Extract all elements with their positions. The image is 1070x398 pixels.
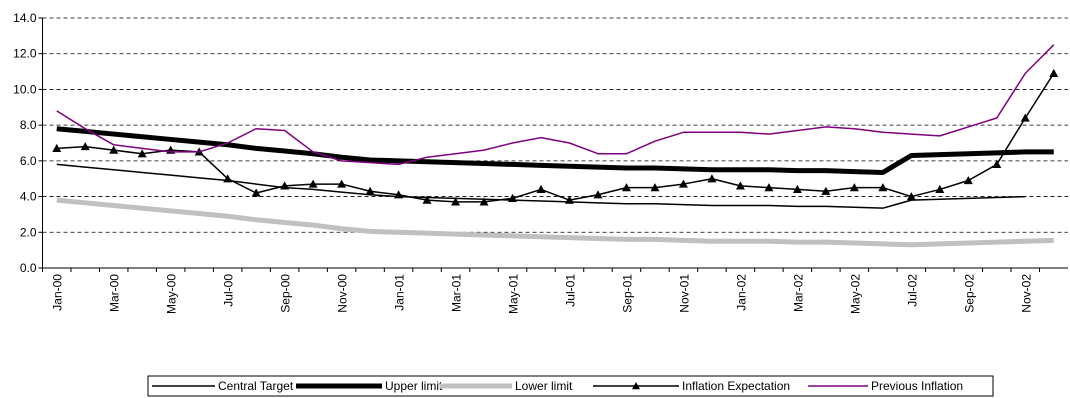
legend-marker	[632, 382, 640, 390]
data-marker	[365, 186, 375, 195]
data-marker	[621, 183, 631, 192]
data-marker	[508, 193, 518, 202]
y-tick-label: 14.0	[13, 11, 37, 25]
data-marker	[735, 181, 745, 190]
data-marker	[849, 183, 859, 192]
x-tick-label: Mar-02	[791, 274, 805, 312]
x-tick-label: Jul-02	[905, 274, 919, 307]
data-marker	[1049, 68, 1059, 77]
x-tick-label: Jan-02	[734, 274, 748, 311]
x-tick-label: Jul-00	[222, 274, 236, 307]
data-marker	[308, 179, 318, 188]
series-line	[56, 126, 1054, 175]
x-tick-label: Jan-01	[393, 274, 407, 311]
x-tick-label: Nov-00	[336, 274, 350, 313]
legend-label: Upper limit	[385, 379, 443, 393]
legend-label: Previous Inflation	[871, 379, 963, 393]
series-line	[56, 44, 1055, 166]
series-line	[56, 72, 1055, 203]
legend-label: Central Target	[218, 379, 294, 393]
x-tick-label: May-01	[507, 274, 521, 314]
series-line	[56, 197, 1054, 248]
data-marker	[935, 184, 945, 194]
data-marker	[451, 197, 461, 206]
data-marker	[251, 188, 261, 197]
legend-label: Lower limit	[515, 379, 573, 393]
x-tick-label: Jan-00	[51, 274, 65, 311]
data-marker	[764, 183, 774, 192]
data-marker	[792, 184, 802, 194]
x-tick-label: Nov-01	[677, 274, 691, 313]
y-tick-label: 8.0	[20, 118, 37, 132]
data-marker	[707, 174, 717, 183]
data-marker	[394, 190, 404, 199]
data-marker	[678, 179, 688, 188]
data-marker	[564, 195, 574, 204]
legend-box	[147, 375, 994, 397]
y-tick-label: 12.0	[13, 47, 37, 61]
x-tick-label: Nov-02	[1019, 274, 1033, 313]
data-marker	[906, 192, 916, 201]
data-marker	[992, 159, 1002, 169]
data-marker	[821, 186, 831, 195]
data-marker	[536, 184, 546, 194]
x-tick-label: Sep-01	[620, 274, 634, 313]
series-line	[56, 163, 1026, 209]
data-marker	[223, 174, 233, 183]
x-tick-label: Sep-02	[962, 274, 976, 313]
y-tick-label: 10.0	[13, 82, 37, 96]
y-tick-label: 6.0	[20, 154, 37, 168]
x-tick-label: Mar-00	[108, 274, 122, 312]
data-marker	[963, 176, 973, 185]
x-tick-label: Jul-01	[563, 274, 577, 307]
legend-label: Inflation Expectation	[682, 379, 790, 393]
y-tick-label: 4.0	[20, 190, 37, 204]
data-marker	[109, 145, 119, 154]
y-tick-label: 0.0	[20, 261, 37, 275]
x-tick-label: May-00	[165, 274, 179, 314]
x-tick-label: Mar-01	[450, 274, 464, 312]
data-marker	[52, 143, 62, 152]
data-marker	[337, 179, 347, 188]
data-marker	[479, 197, 489, 206]
data-marker	[593, 190, 603, 199]
data-marker	[280, 181, 290, 190]
data-marker	[137, 149, 147, 158]
x-tick-label: May-02	[848, 274, 862, 314]
data-marker	[650, 183, 660, 192]
y-tick-label: 2.0	[20, 225, 37, 239]
data-marker	[878, 183, 888, 192]
x-tick-label: Sep-00	[279, 274, 293, 313]
data-marker	[1020, 113, 1030, 122]
data-marker	[80, 142, 90, 151]
data-marker	[422, 195, 432, 204]
